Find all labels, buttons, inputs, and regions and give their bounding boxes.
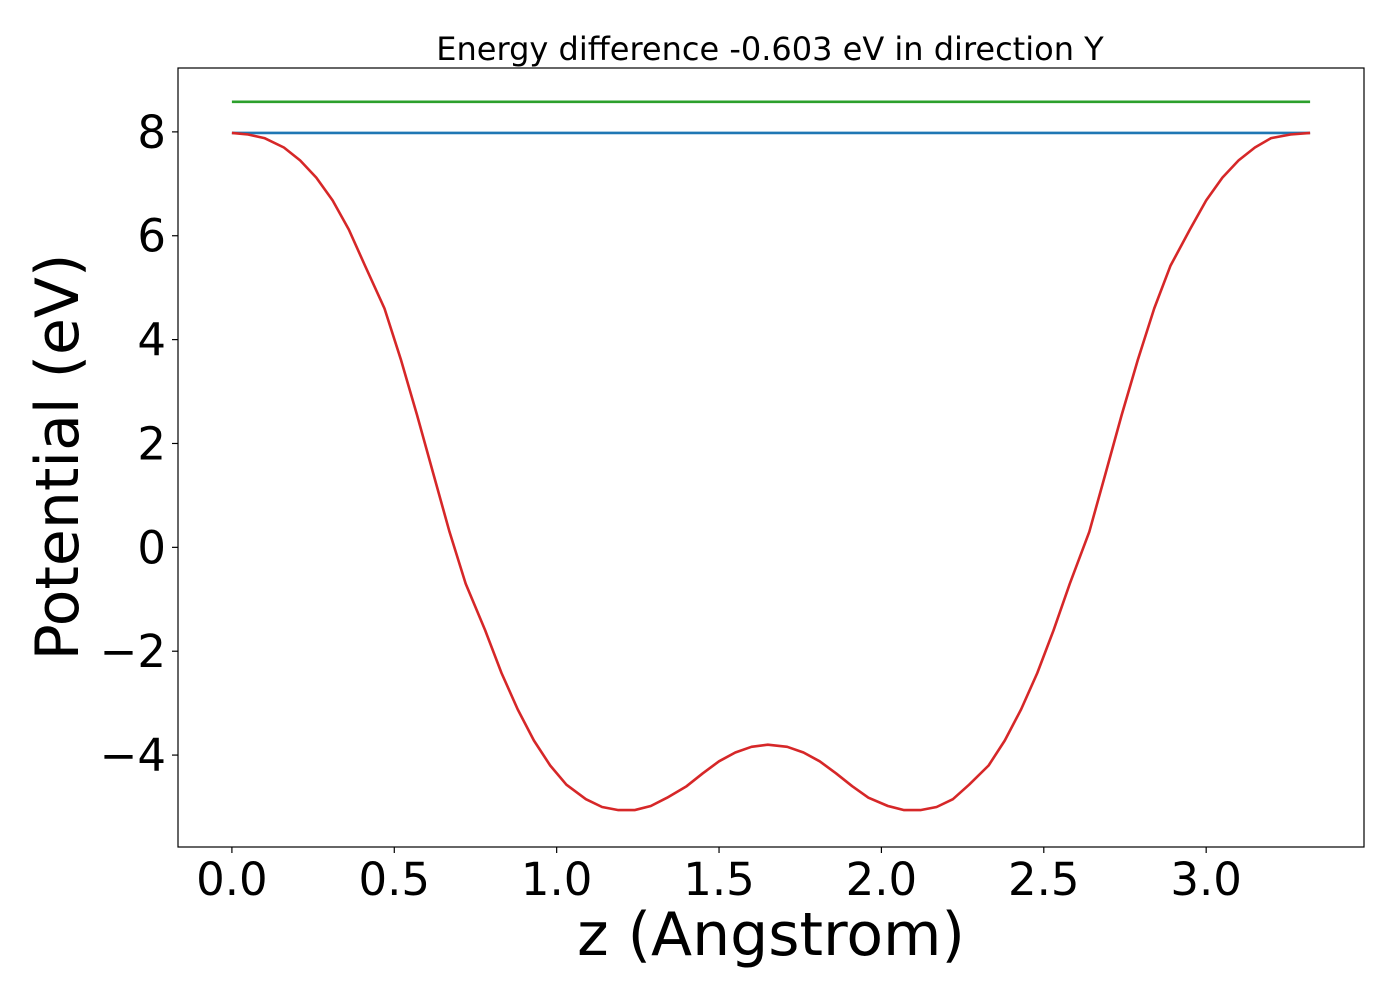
y-tick-label: 2 — [137, 417, 166, 470]
x-tick-label: 2.0 — [846, 853, 918, 906]
plot-frame — [177, 67, 1365, 848]
x-axis: 0.0 0.5 1.0 1.5 2.0 2.5 3.0 — [196, 847, 1242, 906]
x-tick-label: 2.5 — [1008, 853, 1080, 906]
x-tick-label: 0.5 — [358, 853, 430, 906]
x-tick-label: 0.0 — [196, 853, 268, 906]
series-layer — [231, 100, 1311, 812]
series-line-2 — [231, 131, 1311, 812]
y-tick-label: −4 — [100, 729, 166, 782]
y-axis: −4 −2 0 2 4 6 8 — [100, 106, 178, 782]
x-tick-label: 3.0 — [1170, 853, 1242, 906]
x-tick-label: 1.5 — [683, 853, 755, 906]
y-tick-label: 4 — [137, 314, 166, 367]
y-tick-label: 0 — [137, 521, 166, 574]
y-tick-label: 8 — [137, 106, 166, 159]
y-axis-label: Potential (eV) — [23, 254, 93, 661]
y-tick-label: −2 — [100, 625, 166, 678]
x-axis-label: z (Angstrom) — [577, 900, 965, 970]
x-tick-label: 1.0 — [521, 853, 593, 906]
y-tick-label: 6 — [137, 210, 166, 263]
chart-title: Energy difference -0.603 eV in direction… — [436, 30, 1104, 68]
